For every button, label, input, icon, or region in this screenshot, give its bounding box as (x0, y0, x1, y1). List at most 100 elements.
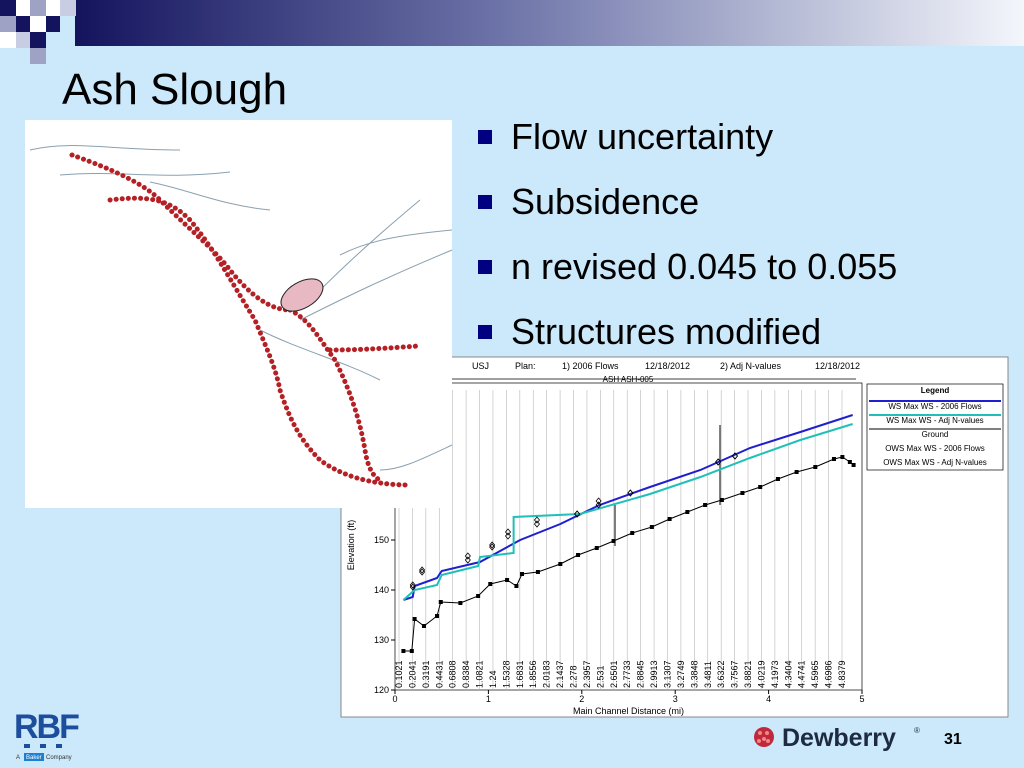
ground-point (667, 517, 672, 521)
station-label: 4.3404 (783, 660, 793, 688)
station-label: 1.8556 (528, 660, 538, 688)
dewberry-logo: Dewberry ® (754, 724, 920, 752)
ground-point (703, 503, 708, 507)
bullet-marker (478, 195, 492, 209)
station-label: 1.0821 (475, 660, 485, 688)
chart-header: 12/18/2012 (815, 361, 860, 371)
rbf-name: RBF (14, 708, 79, 746)
legend-box (866, 383, 1004, 471)
ground-point (558, 562, 563, 566)
x-axis-label: Main Channel Distance (mi) (573, 706, 684, 716)
station-label: 0.4431 (434, 660, 444, 688)
x-tick-label: 2 (579, 694, 584, 704)
x-tick-label: 5 (859, 694, 864, 704)
ground-point (535, 570, 540, 574)
ground-point (505, 578, 510, 582)
y-tick-label: 120 (374, 685, 389, 695)
page-number: 31 (944, 731, 962, 748)
station-label: 3.7567 (730, 660, 740, 688)
station-label: 3.4811 (703, 661, 713, 688)
series-line (403, 414, 853, 601)
ground-point (488, 582, 493, 586)
ground-point (813, 465, 818, 469)
ows-point (419, 568, 426, 576)
ground-point (847, 460, 852, 464)
bullet-text: Flow uncertainty (511, 116, 773, 157)
legend-title: Legend (921, 386, 950, 395)
bullet-list: Flow uncertainty Subsidence n revised 0.04… (478, 116, 897, 352)
ows-point (504, 532, 512, 540)
station-label: 2.0183 (542, 660, 552, 688)
ground-point (514, 584, 519, 588)
ows-point (489, 543, 496, 551)
ows-point (464, 552, 471, 560)
station-label: 4.4741 (797, 660, 807, 688)
ground-point (740, 491, 745, 495)
bullet-marker (478, 260, 492, 274)
legend-entry: WS Max WS - Adj N-values (886, 416, 983, 425)
station-label: 2.8845 (636, 660, 646, 688)
station-label: 2.278 (569, 665, 579, 688)
station-label: 4.1973 (770, 660, 780, 688)
station-label: 4.5965 (810, 660, 820, 688)
station-label: 2.3957 (582, 660, 592, 688)
ground-point (421, 624, 426, 628)
slide-title: Ash Slough (62, 65, 287, 114)
ows-point (533, 516, 540, 524)
rbf-tagline-c: Company (46, 755, 72, 761)
station-label: 4.8379 (837, 660, 847, 688)
station-label: 0.1021 (394, 660, 404, 688)
bullet-text: Structures modified (511, 311, 821, 352)
chart-header: USJ (472, 361, 489, 371)
dewberry-name: Dewberry (782, 724, 896, 752)
ground-point (851, 463, 856, 467)
profile-chart: USJ Plan: 1) 2006 Flows 12/18/2012 2) Adj N-… (346, 361, 1004, 716)
rbf-logo: RBF A Baker Company (14, 708, 81, 761)
ground-point (840, 455, 845, 459)
station-label: 0.8384 (461, 660, 471, 688)
ows-point (533, 520, 540, 528)
series-line (402, 423, 853, 601)
ows-point (419, 566, 426, 574)
ground-point (794, 470, 799, 474)
legend-entry: Ground (922, 430, 949, 439)
ground-point (412, 617, 417, 621)
station-label: 3.6322 (716, 660, 726, 688)
plot-area (394, 382, 863, 691)
ground-point (435, 614, 440, 618)
top-band (75, 0, 1024, 46)
series-line (403, 456, 854, 652)
station-label: 2.7733 (622, 660, 632, 688)
chart-header: 1) 2006 Flows (562, 361, 619, 371)
map (25, 120, 453, 508)
y-tick-label: 140 (374, 585, 389, 595)
station-label: 2.531 (595, 665, 605, 688)
chart-header: 12/18/2012 (645, 361, 690, 371)
bullet-marker (478, 325, 492, 339)
ground-point (476, 594, 481, 598)
station-label: 0.6808 (448, 660, 458, 688)
legend-entry: OWS Max WS - 2006 Flows (885, 444, 985, 453)
station-label: 3.8821 (743, 660, 753, 688)
station-label: 0.2041 (407, 660, 417, 688)
x-tick-label: 3 (673, 694, 678, 704)
rbf-tagline-b: Baker (26, 755, 42, 761)
ground-point (576, 553, 581, 557)
chart-header: Plan: (515, 361, 536, 371)
ows-point (464, 556, 471, 564)
bullet-marker (478, 130, 492, 144)
y-tick-label: 150 (374, 535, 389, 545)
station-label: 2.9913 (649, 660, 659, 688)
ows-point (595, 497, 602, 505)
ground-point (458, 601, 463, 605)
ground-point (520, 572, 525, 576)
ows-point (489, 541, 496, 549)
ground-point (438, 600, 443, 604)
station-label: 2.1437 (555, 660, 565, 688)
station-label: 1.6831 (515, 660, 525, 688)
ows-point (409, 581, 416, 589)
ground-point (775, 477, 780, 481)
ows-point (627, 489, 634, 497)
